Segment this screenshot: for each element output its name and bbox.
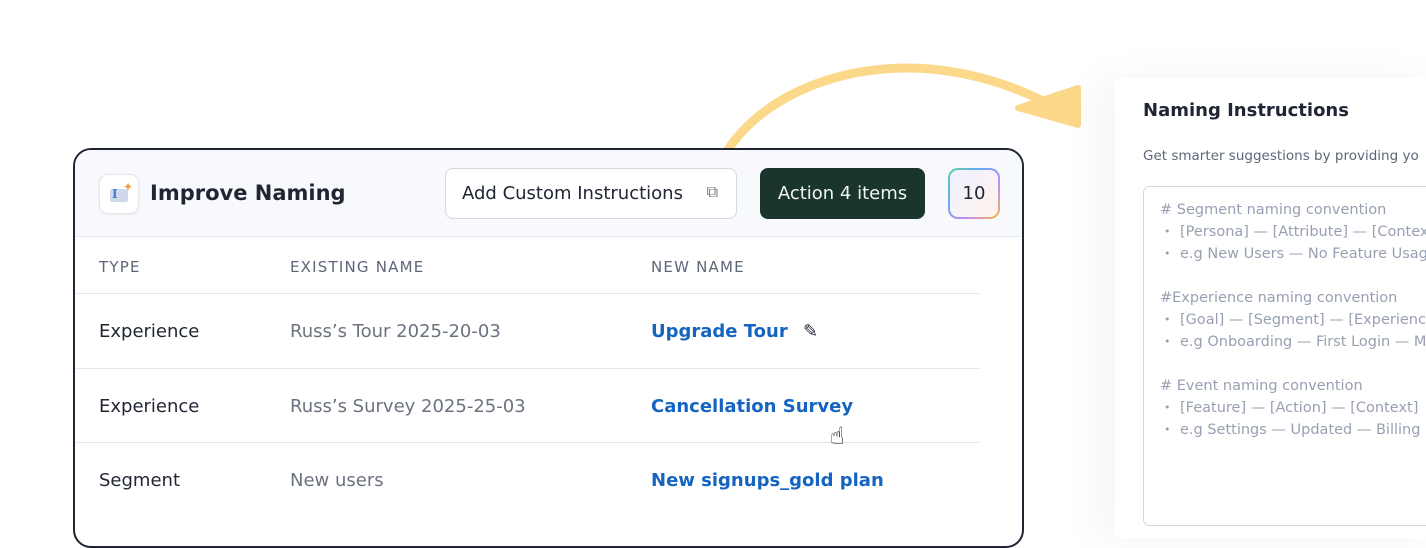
- type-cell: Experience: [99, 321, 200, 342]
- improve-naming-card: I ✦ Improve Naming Add Custom Instruction…: [73, 148, 1024, 548]
- existing-name-cell: Russ’s Survey 2025-25-03: [290, 396, 526, 417]
- bullet: e.g Onboarding — First Login — M: [1160, 331, 1426, 353]
- count-badge: 10: [948, 168, 1000, 219]
- section-heading: # Segment naming convention: [1160, 202, 1387, 218]
- add-custom-instructions-button[interactable]: Add Custom Instructions ⧉: [445, 168, 737, 219]
- external-link-icon: ⧉: [706, 182, 718, 201]
- existing-name-cell: New users: [290, 470, 384, 491]
- bullet: e.g Settings — Updated — Billing: [1160, 419, 1426, 441]
- section-heading: # Event naming convention: [1160, 378, 1363, 394]
- type-cell: Segment: [99, 470, 180, 491]
- bullet: e.g New Users — No Feature Usag: [1160, 243, 1426, 265]
- new-name-link[interactable]: New signups_gold plan: [651, 470, 884, 491]
- table-row: Segment New users New signups_gold plan: [75, 442, 980, 517]
- column-header-new-name: NEW NAME: [651, 258, 745, 276]
- table-row: Experience Russ’s Tour 2025-20-03 Upgrad…: [75, 293, 980, 368]
- existing-name-cell: Russ’s Tour 2025-20-03: [290, 321, 501, 342]
- naming-instructions-panel: Naming Instructions Get smarter suggesti…: [1115, 78, 1426, 538]
- panel-subtitle: Get smarter suggestions by providing yo: [1143, 148, 1419, 164]
- new-name-link[interactable]: Cancellation Survey: [651, 396, 854, 417]
- card-header: I ✦ Improve Naming Add Custom Instruction…: [75, 150, 1022, 237]
- type-cell: Experience: [99, 396, 200, 417]
- section-heading: #Experience naming convention: [1160, 290, 1398, 306]
- edit-icon[interactable]: ✎: [803, 321, 819, 342]
- curved-arrow-icon: [710, 63, 1081, 183]
- column-header-type: TYPE: [99, 258, 141, 276]
- card-title: Improve Naming: [150, 181, 346, 205]
- button-label: Add Custom Instructions: [462, 183, 683, 204]
- improve-naming-icon: I ✦: [99, 174, 139, 214]
- instructions-textarea[interactable]: # Segment naming convention [Persona] — …: [1143, 186, 1426, 526]
- panel-title: Naming Instructions: [1143, 100, 1349, 121]
- column-header-existing-name: EXISTING NAME: [290, 258, 425, 276]
- new-name-link[interactable]: Upgrade Tour: [651, 321, 788, 342]
- table-row: Experience Russ’s Survey 2025-25-03 Canc…: [75, 368, 980, 443]
- bullet: [Persona] — [Attribute] — [Context: [1160, 221, 1426, 243]
- action-items-button[interactable]: Action 4 items: [760, 168, 925, 219]
- hand-cursor-icon: ☝: [830, 422, 845, 450]
- bullet: [Goal] — [Segment] — [Experience: [1160, 309, 1426, 331]
- bullet: [Feature] — [Action] — [Context]: [1160, 397, 1426, 419]
